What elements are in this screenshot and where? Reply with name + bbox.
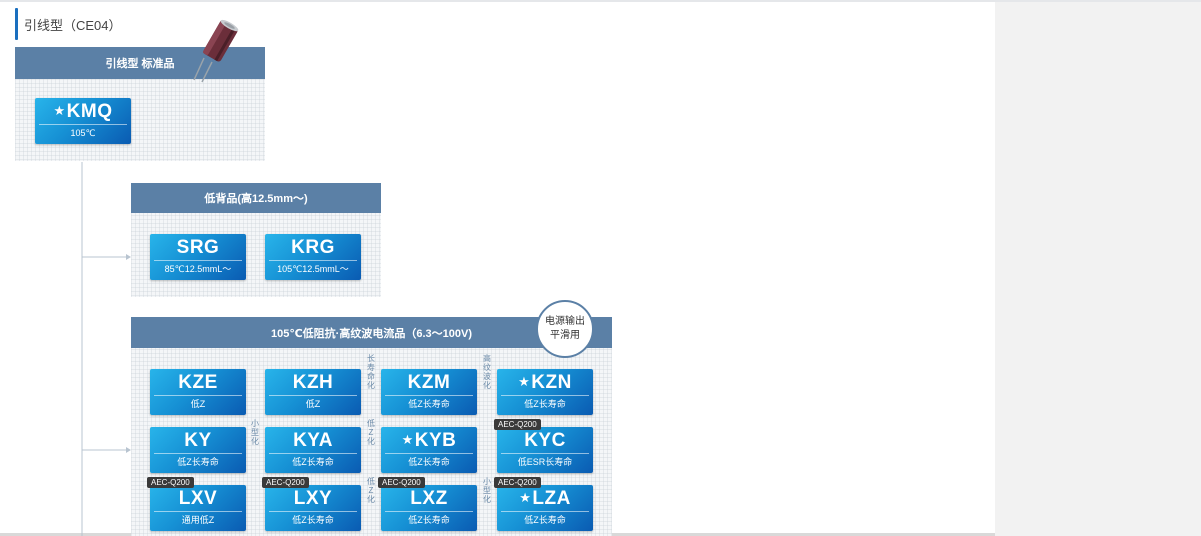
product-card-lxy[interactable]: LXY 低Z长寿命	[265, 485, 361, 531]
product-card-kzn[interactable]: ★KZN 低Z长寿命	[497, 369, 593, 415]
card-divider	[154, 260, 242, 261]
low-impedance-group-header: 105℃低阻抗·高纹波电流品（6.3～100V)	[131, 317, 612, 348]
product-card-srg[interactable]: SRG 85℃12.5mmL～	[150, 234, 246, 280]
top-border	[0, 0, 1201, 2]
product-card-kze[interactable]: KZE 低Z	[150, 369, 246, 415]
aec-q200-badge: AEC-Q200	[262, 477, 309, 488]
product-spec: 低Z	[305, 399, 321, 409]
product-card-kzm[interactable]: KZM 低Z长寿命	[381, 369, 477, 415]
product-spec: 通用低Z	[181, 515, 215, 525]
product-name: LXV	[178, 488, 218, 509]
product-spec: 低Z长寿命	[292, 457, 334, 467]
star-icon: ★	[518, 374, 531, 389]
product-spec: 低ESR长寿命	[517, 457, 573, 467]
callout-text: 电源输出 平滑用	[545, 316, 585, 341]
card-divider	[154, 453, 242, 454]
product-spec: 低Z	[190, 399, 206, 409]
aec-q200-badge: AEC-Q200	[494, 477, 541, 488]
card-divider	[385, 395, 473, 396]
product-name: KYB	[414, 430, 457, 451]
transition-label-high-ripple: 高纹波化	[483, 354, 491, 390]
product-spec: 105℃12.5mmL～	[277, 264, 349, 274]
product-card-krg[interactable]: KRG 105℃12.5mmL～	[265, 234, 361, 280]
card-divider	[385, 511, 473, 512]
product-name: KYA	[293, 430, 333, 451]
product-name: KMQ	[66, 101, 113, 122]
transition-label-low-z: 低Z化	[367, 419, 375, 446]
application-callout: 电源输出 平滑用	[536, 300, 594, 358]
product-spec: 低Z长寿命	[408, 399, 450, 409]
product-spec: 105℃	[70, 128, 96, 138]
product-name: KZN	[531, 372, 572, 393]
product-spec: 低Z长寿命	[177, 457, 219, 467]
card-divider	[385, 453, 473, 454]
product-card-kmq[interactable]: ★KMQ 105℃	[35, 98, 131, 144]
aec-q200-badge: AEC-Q200	[147, 477, 194, 488]
card-divider	[39, 124, 127, 125]
product-name: KZE	[178, 372, 218, 393]
product-card-kyc[interactable]: KYC 低ESR长寿命	[497, 427, 593, 473]
card-divider	[501, 453, 589, 454]
product-spec: 低Z长寿命	[524, 515, 566, 525]
transition-label-long-life: 长寿命化	[367, 354, 375, 390]
product-name: KY	[184, 430, 212, 451]
product-name: LZA	[532, 488, 571, 509]
product-card-lza[interactable]: ★LZA 低Z长寿命	[497, 485, 593, 531]
transition-label-miniaturize: 小型化	[251, 419, 259, 446]
card-divider	[501, 511, 589, 512]
card-divider	[269, 395, 357, 396]
product-spec: 85℃12.5mmL～	[164, 264, 232, 274]
product-name: LXY	[293, 488, 333, 509]
product-card-kya[interactable]: KYA 低Z长寿命	[265, 427, 361, 473]
product-name: KRG	[291, 237, 335, 258]
star-icon: ★	[519, 490, 532, 505]
star-icon: ★	[401, 432, 414, 447]
product-name: LXZ	[410, 488, 448, 509]
aec-q200-badge: AEC-Q200	[378, 477, 425, 488]
card-divider	[269, 453, 357, 454]
product-spec: 低Z长寿命	[408, 515, 450, 525]
product-card-kyb[interactable]: ★KYB 低Z长寿命	[381, 427, 477, 473]
product-name: KZH	[292, 372, 334, 393]
capacitor-image	[193, 19, 239, 83]
product-spec: 低Z长寿命	[524, 399, 566, 409]
low-profile-group-header: 低背品(高12.5mm～)	[131, 183, 381, 213]
transition-label-miniaturize-2: 小型化	[483, 477, 491, 504]
product-card-kzh[interactable]: KZH 低Z	[265, 369, 361, 415]
card-divider	[501, 395, 589, 396]
transition-label-low-z-2: 低Z化	[367, 477, 375, 504]
right-empty-pane	[995, 2, 1201, 536]
card-divider	[269, 511, 357, 512]
aec-q200-badge: AEC-Q200	[494, 419, 541, 430]
star-icon: ★	[53, 103, 66, 118]
card-divider	[154, 395, 242, 396]
product-name: SRG	[176, 237, 220, 258]
product-card-lxz[interactable]: LXZ 低Z长寿命	[381, 485, 477, 531]
card-divider	[269, 260, 357, 261]
product-card-lxv[interactable]: LXV 通用低Z	[150, 485, 246, 531]
product-card-ky[interactable]: KY 低Z长寿命	[150, 427, 246, 473]
product-spec: 低Z长寿命	[292, 515, 334, 525]
product-name: KZM	[407, 372, 451, 393]
section-title: 引线型（CE04）	[24, 18, 122, 33]
product-spec: 低Z长寿命	[408, 457, 450, 467]
heading-accent-bar	[15, 8, 18, 40]
card-divider	[154, 511, 242, 512]
product-name: KYC	[524, 430, 566, 451]
